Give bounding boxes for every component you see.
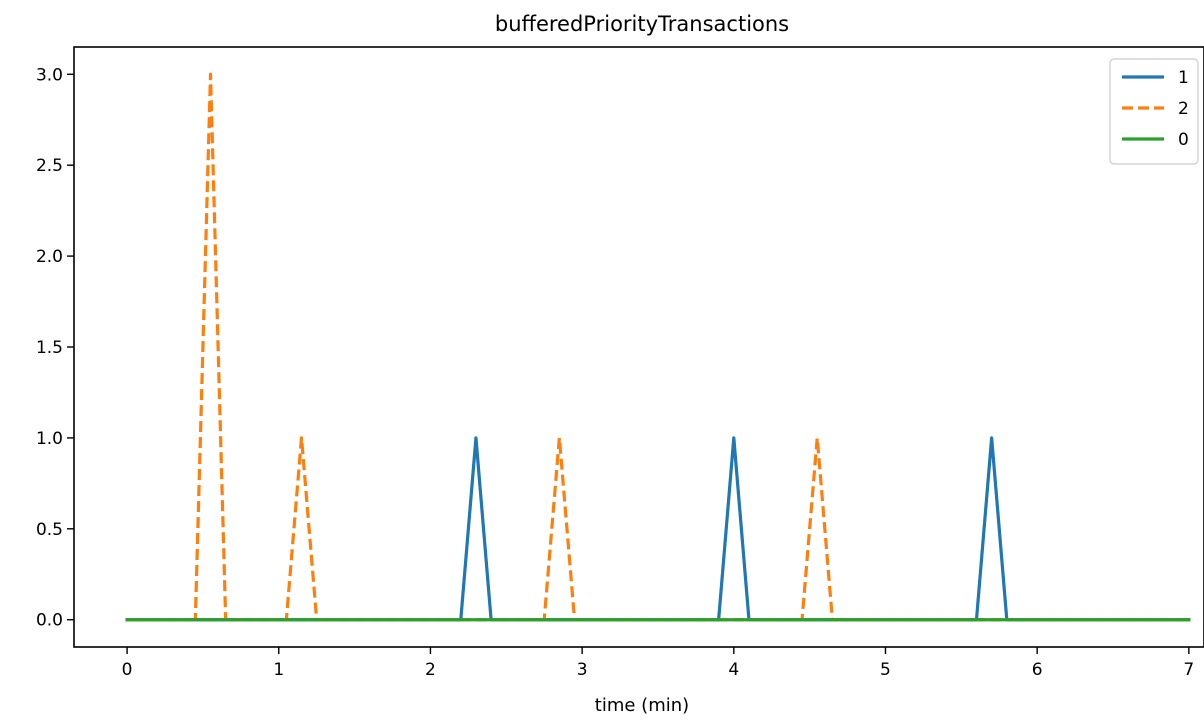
x-tick-label: 4 — [728, 660, 739, 680]
x-axis-label: time (min) — [595, 695, 689, 716]
legend: 1 2 0 — [1109, 58, 1199, 165]
y-tick-label: 0.5 — [36, 520, 63, 540]
x-axis: 0 1 2 3 4 5 6 7 — [122, 647, 1194, 680]
series-line-1 — [125, 436, 1191, 622]
x-tick-label: 2 — [425, 660, 436, 680]
y-tick-label: 2.0 — [36, 247, 63, 267]
y-tick-label: 1.0 — [36, 429, 63, 449]
x-tick-label: 1 — [273, 660, 284, 680]
x-tick-label: 3 — [577, 660, 588, 680]
y-tick-label: 2.5 — [36, 156, 63, 176]
legend-label-0: 0 — [1178, 130, 1189, 150]
x-tick-label: 6 — [1032, 660, 1043, 680]
y-tick-label: 1.5 — [36, 338, 63, 358]
legend-label-2: 2 — [1178, 99, 1189, 119]
series-lines — [125, 72, 1191, 622]
x-tick-label: 7 — [1183, 660, 1194, 680]
y-tick-label: 3.0 — [36, 65, 63, 85]
y-tick-label: 0.0 — [36, 611, 63, 631]
chart-title: bufferedPriorityTransactions — [495, 12, 789, 36]
y-axis: 0.0 0.5 1.0 1.5 2.0 2.5 3.0 — [36, 65, 74, 631]
x-tick-label: 0 — [122, 660, 133, 680]
x-tick-label: 5 — [880, 660, 891, 680]
legend-label-1: 1 — [1178, 68, 1189, 88]
